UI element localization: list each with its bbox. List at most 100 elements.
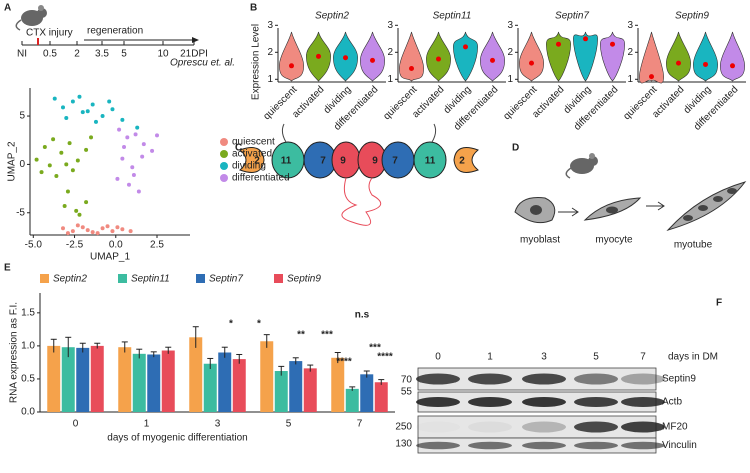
y-axis-label: UMAP_2 <box>7 141 18 181</box>
point <box>59 150 64 155</box>
panel-label: E <box>4 263 11 274</box>
point <box>64 115 69 120</box>
point <box>105 224 110 229</box>
point <box>110 229 115 234</box>
y-tick-label: 2 <box>387 47 393 58</box>
point <box>120 156 125 161</box>
timeline-label: 2 <box>74 49 80 60</box>
band <box>522 441 566 450</box>
bar <box>118 347 132 412</box>
bar <box>76 347 90 412</box>
y-tick-label: 1 <box>507 74 513 85</box>
point <box>60 105 65 110</box>
legend-swatch <box>220 162 228 170</box>
x-tick-label: 7 <box>357 419 363 430</box>
legend-label: Septin7 <box>209 274 243 285</box>
subunit-label: 2 <box>254 156 260 167</box>
lane-label: 7 <box>640 352 646 363</box>
point <box>100 226 105 231</box>
point <box>90 102 95 107</box>
y-tick-label: 0 <box>19 159 25 170</box>
band <box>621 373 665 385</box>
band <box>468 421 512 433</box>
mean-dot <box>370 57 375 63</box>
band <box>621 421 665 433</box>
timeline-label: 0.5 <box>43 49 57 60</box>
lane-label: 3 <box>541 352 547 363</box>
point <box>117 127 122 132</box>
point <box>115 176 120 181</box>
violin <box>399 31 424 82</box>
x-tick-label: 5 <box>286 419 292 430</box>
y-tick-label: 1.0 <box>21 341 35 352</box>
mouse-icon <box>15 5 47 31</box>
point <box>62 203 67 208</box>
y-tick-label: 0.0 <box>21 407 35 418</box>
timeline-label: NI <box>17 49 27 60</box>
bar <box>61 347 75 412</box>
bar <box>203 363 217 412</box>
legend-swatch <box>220 150 228 158</box>
significance: ** <box>297 330 305 341</box>
mean-dot <box>529 60 534 66</box>
legend-label: differentiated <box>232 173 290 184</box>
violin <box>573 31 598 82</box>
point <box>150 148 155 153</box>
bar <box>232 359 246 412</box>
legend-swatch <box>40 274 49 283</box>
x-tick-label: 0 <box>73 419 79 430</box>
y-tick-label: 2 <box>267 47 273 58</box>
legend-label: quiescent <box>232 137 275 148</box>
point <box>85 228 90 233</box>
point <box>126 182 131 187</box>
bar <box>260 341 274 412</box>
lane-label: 5 <box>593 352 599 363</box>
significance: * <box>229 319 233 330</box>
point <box>70 168 75 173</box>
legend-label: Septin2 <box>53 274 87 285</box>
cell-diagram <box>514 181 747 231</box>
subunit-label: 7 <box>320 156 326 167</box>
band <box>416 441 460 450</box>
timeline-label: 10 <box>157 49 169 60</box>
point <box>60 226 65 231</box>
point <box>100 114 105 119</box>
point <box>54 174 59 179</box>
point <box>93 119 98 124</box>
band <box>522 397 566 407</box>
mean-dot <box>703 61 708 67</box>
panel-label: A <box>4 3 11 14</box>
band <box>621 441 665 450</box>
lane-title: days in DM <box>668 352 718 363</box>
mean-dot <box>289 63 294 69</box>
y-tick-label: 5 <box>19 111 25 122</box>
panel-label: B <box>250 3 257 14</box>
point <box>65 189 70 194</box>
x-tick-label: 2.5 <box>150 240 164 251</box>
chart-title: Septin11 <box>433 11 472 22</box>
point <box>77 94 82 99</box>
x-tick-label: -5.0 <box>25 240 43 251</box>
violin <box>693 31 718 82</box>
timeline-label: 21DPI <box>180 49 208 60</box>
y-tick-label: 3 <box>387 20 393 31</box>
band <box>416 422 460 433</box>
band <box>574 373 618 385</box>
y-tick-label: -5 <box>16 207 25 218</box>
source-label: Oprescu et. al. <box>170 58 235 69</box>
chart-title: Septin2 <box>315 11 349 22</box>
band <box>574 397 618 407</box>
cell-label: myoblast <box>520 235 560 246</box>
y-tick-label: 3 <box>627 20 633 31</box>
y-tick-label: 1 <box>387 74 393 85</box>
band <box>416 397 460 407</box>
legend-swatch <box>220 138 228 146</box>
chart-title: Septin7 <box>555 11 589 22</box>
significance: * <box>257 319 261 330</box>
cell-label: myocyte <box>595 235 633 246</box>
bar <box>189 337 203 412</box>
y-axis-label: Expression Level <box>251 24 262 100</box>
legend-label: activated <box>232 149 272 160</box>
legend-swatch <box>274 274 283 283</box>
